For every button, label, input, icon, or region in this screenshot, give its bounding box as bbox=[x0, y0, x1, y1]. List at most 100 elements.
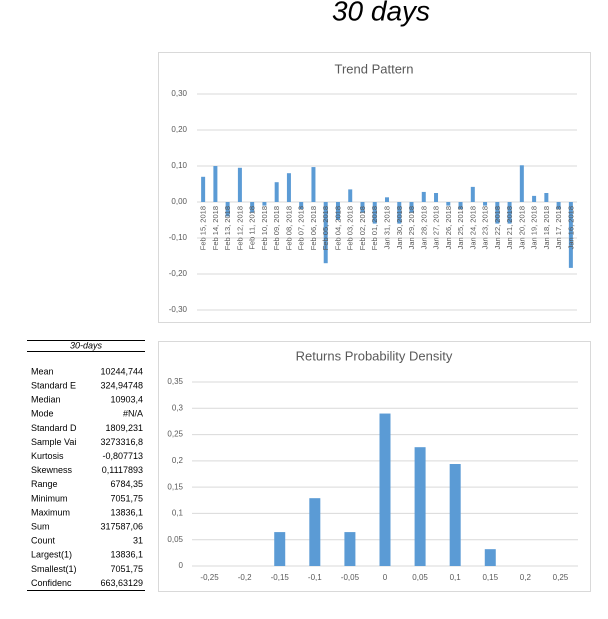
x-tick-label: 0,15 bbox=[482, 573, 498, 582]
stat-value: 31 bbox=[133, 536, 143, 546]
x-tick-label: Jan 29, 2018 bbox=[407, 206, 416, 249]
chart-frame bbox=[158, 341, 591, 592]
chart-frame bbox=[158, 52, 591, 323]
y-tick-label: 0,3 bbox=[172, 403, 184, 412]
bar bbox=[274, 532, 286, 566]
stat-value: 7051,75 bbox=[110, 564, 143, 574]
x-tick-label: Jan 31, 2018 bbox=[383, 206, 392, 249]
stat-label: Standard D bbox=[31, 423, 77, 433]
stat-value: 3273316,8 bbox=[100, 437, 143, 447]
x-tick-label: Feb 05, 2018 bbox=[321, 206, 330, 250]
x-tick-label: Feb 15, 2018 bbox=[199, 206, 208, 250]
chart-title: Trend Pattern bbox=[334, 61, 413, 76]
x-tick-label: Jan 22, 2018 bbox=[493, 206, 502, 249]
x-tick-label: Jan 27, 2018 bbox=[432, 206, 441, 249]
x-tick-label: Jan 17, 2018 bbox=[554, 206, 563, 249]
stat-value: 7051,75 bbox=[110, 493, 143, 503]
bar bbox=[344, 532, 356, 566]
bar bbox=[385, 197, 389, 202]
bar bbox=[414, 447, 426, 566]
y-tick-label: 0,15 bbox=[167, 482, 183, 491]
stat-value: #N/A bbox=[123, 409, 143, 419]
bar bbox=[286, 173, 291, 202]
bar bbox=[532, 195, 537, 202]
x-tick-label: -0,25 bbox=[200, 573, 219, 582]
bar bbox=[225, 202, 230, 217]
stat-label: Smallest(1) bbox=[31, 564, 77, 574]
bar bbox=[360, 202, 365, 213]
stat-label: Largest(1) bbox=[31, 550, 72, 560]
y-tick-label: 0,2 bbox=[172, 456, 184, 465]
stat-value: -0,807713 bbox=[102, 451, 143, 461]
y-tick-label: 0 bbox=[179, 561, 184, 570]
x-tick-label: Jan 21, 2018 bbox=[505, 206, 514, 249]
x-tick-label: Feb 04, 2018 bbox=[333, 206, 342, 250]
stat-label: Mode bbox=[31, 409, 54, 419]
x-tick-label: Jan 25, 2018 bbox=[456, 206, 465, 249]
stat-label: Mean bbox=[31, 366, 54, 376]
x-tick-label: -0,1 bbox=[308, 573, 322, 582]
bar bbox=[311, 167, 316, 202]
x-tick-label: 0 bbox=[383, 573, 388, 582]
y-tick-label: 0,25 bbox=[167, 430, 183, 439]
x-tick-label: Jan 24, 2018 bbox=[468, 206, 477, 249]
stat-value: 324,94748 bbox=[100, 380, 143, 390]
bar bbox=[446, 202, 451, 206]
x-tick-label: Feb 09, 2018 bbox=[272, 206, 281, 250]
x-tick-label: Feb 07, 2018 bbox=[297, 206, 306, 250]
y-tick-label: -0,20 bbox=[169, 269, 188, 278]
stat-value: 1809,231 bbox=[105, 423, 143, 433]
bar bbox=[348, 189, 353, 202]
x-tick-label: Jan 23, 2018 bbox=[481, 206, 490, 249]
stat-label: Sample Vai bbox=[31, 437, 76, 447]
stat-value: 10244,744 bbox=[100, 366, 143, 376]
bar bbox=[470, 186, 475, 202]
x-tick-label: Feb 03, 2018 bbox=[346, 206, 355, 250]
bar bbox=[309, 498, 321, 566]
y-tick-label: 0,10 bbox=[171, 161, 187, 170]
y-tick-label: 0,05 bbox=[167, 535, 183, 544]
bar bbox=[379, 413, 391, 566]
stat-label: Sum bbox=[31, 521, 50, 531]
bar bbox=[323, 202, 328, 264]
x-tick-label: 0,05 bbox=[412, 573, 428, 582]
x-tick-label: Jan 20, 2018 bbox=[517, 206, 526, 249]
stat-label: Standard E bbox=[31, 380, 76, 390]
x-tick-label: -0,15 bbox=[271, 573, 290, 582]
bar bbox=[262, 202, 267, 206]
stat-label: Median bbox=[31, 395, 61, 405]
stat-label: Maximum bbox=[31, 507, 70, 517]
stat-label: Confidenc bbox=[31, 578, 72, 588]
x-tick-label: Feb 01, 2018 bbox=[370, 206, 379, 250]
x-tick-label: Feb 08, 2018 bbox=[284, 206, 293, 250]
bar bbox=[397, 202, 402, 224]
stat-label: Range bbox=[31, 479, 58, 489]
bar bbox=[484, 549, 496, 566]
bar bbox=[556, 202, 561, 210]
x-tick-label: Feb 14, 2018 bbox=[211, 206, 220, 250]
bar bbox=[372, 202, 377, 224]
stat-value: 13836,1 bbox=[110, 550, 143, 560]
x-tick-label: 0,25 bbox=[553, 573, 569, 582]
x-tick-label: -0,2 bbox=[238, 573, 252, 582]
y-tick-label: 0,20 bbox=[171, 125, 187, 134]
stat-label: Skewness bbox=[31, 465, 73, 475]
x-tick-label: Feb 12, 2018 bbox=[235, 206, 244, 250]
x-tick-label: Feb 02, 2018 bbox=[358, 206, 367, 250]
page-title: 30 days bbox=[332, 0, 430, 26]
x-tick-label: 0,1 bbox=[450, 573, 462, 582]
x-tick-label: Jan 26, 2018 bbox=[444, 206, 453, 249]
stat-value: 6784,35 bbox=[110, 479, 143, 489]
chart-title: Returns Probability Density bbox=[296, 348, 453, 363]
y-tick-label: 0,35 bbox=[167, 377, 183, 386]
bar bbox=[250, 202, 255, 213]
bar bbox=[335, 202, 340, 220]
bar bbox=[495, 202, 500, 224]
stat-value: 10903,4 bbox=[110, 395, 143, 405]
bar bbox=[434, 193, 439, 202]
stat-label: Count bbox=[31, 536, 56, 546]
y-tick-label: 0,00 bbox=[171, 197, 187, 206]
bar bbox=[507, 202, 512, 224]
bar bbox=[483, 202, 488, 206]
